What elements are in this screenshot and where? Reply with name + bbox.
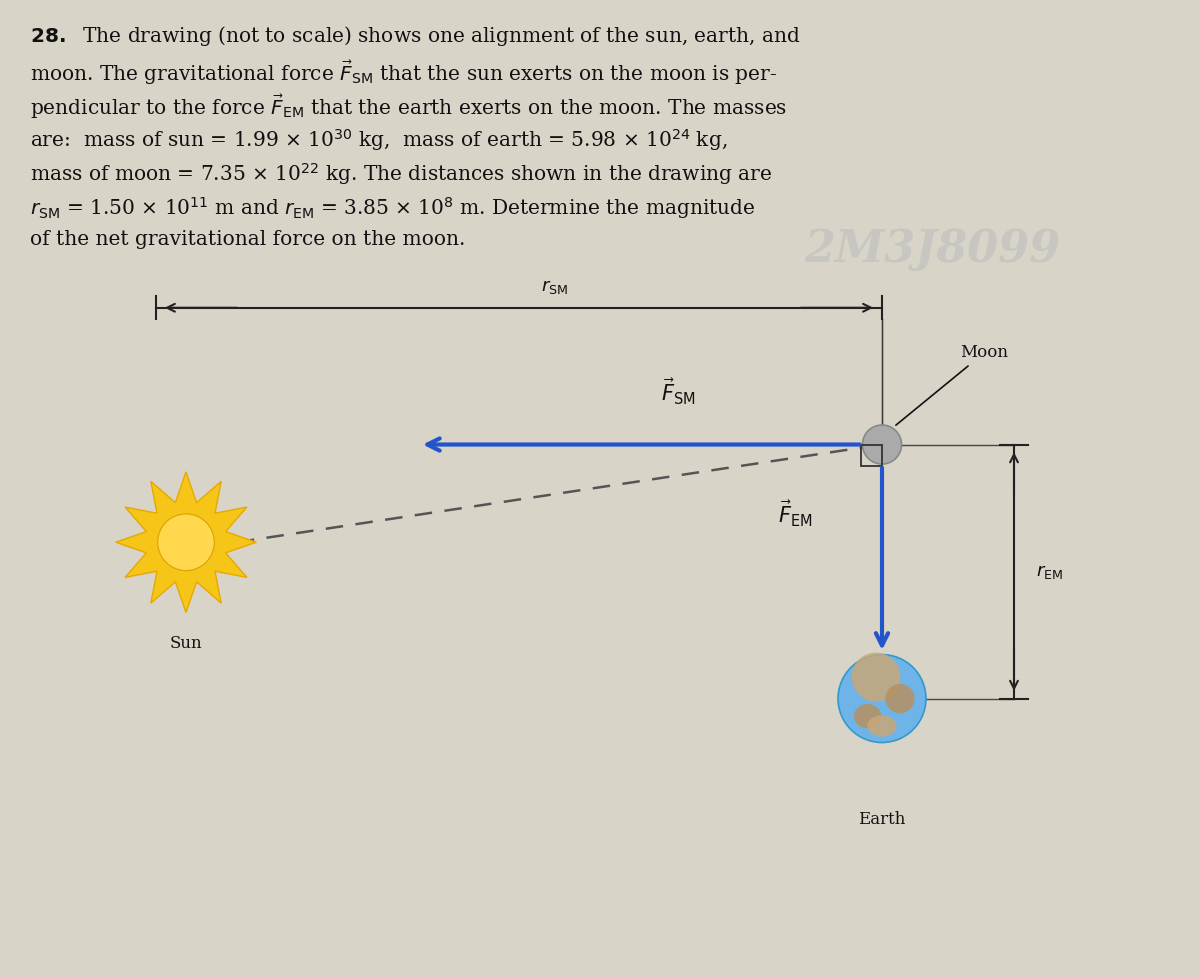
Text: $r_{\rm SM}$: $r_{\rm SM}$ [541,278,569,296]
Text: $\mathbf{28.}$  The drawing (not to scale) shows one alignment of the sun, earth: $\mathbf{28.}$ The drawing (not to scale… [30,24,800,49]
Polygon shape [115,472,257,613]
Text: Earth: Earth [858,811,906,828]
Text: $\vec{F}_{\rm SM}$: $\vec{F}_{\rm SM}$ [661,377,695,407]
Ellipse shape [868,715,896,737]
Text: Sun: Sun [169,635,203,652]
Ellipse shape [863,425,901,464]
Ellipse shape [157,514,215,571]
Ellipse shape [852,653,900,701]
Text: pendicular to the force $\vec{F}_{\rm EM}$ that the earth exerts on the moon. Th: pendicular to the force $\vec{F}_{\rm EM… [30,93,787,121]
Text: $\vec{F}_{\rm EM}$: $\vec{F}_{\rm EM}$ [778,498,812,529]
Ellipse shape [854,703,881,729]
Text: moon. The gravitational force $\vec{F}_{\rm SM}$ that the sun exerts on the moon: moon. The gravitational force $\vec{F}_{… [30,59,778,87]
Text: of the net gravitational force on the moon.: of the net gravitational force on the mo… [30,230,466,248]
Text: 2M3J8099: 2M3J8099 [804,228,1061,271]
Ellipse shape [838,655,926,743]
Text: $r_{\rm EM}$: $r_{\rm EM}$ [1036,563,1063,580]
Text: mass of moon = 7.35 $\times$ 10$^{22}$ kg. The distances shown in the drawing ar: mass of moon = 7.35 $\times$ 10$^{22}$ k… [30,161,773,188]
Text: Moon: Moon [896,345,1008,425]
Text: are:  mass of sun = 1.99 $\times$ 10$^{30}$ kg,  mass of earth = 5.98 $\times$ 1: are: mass of sun = 1.99 $\times$ 10$^{30… [30,127,727,153]
Ellipse shape [886,684,914,713]
Text: $r_{\rm SM}$ = 1.50 $\times$ 10$^{11}$ m and $r_{\rm EM}$ = 3.85 $\times$ 10$^8$: $r_{\rm SM}$ = 1.50 $\times$ 10$^{11}$ m… [30,195,755,222]
